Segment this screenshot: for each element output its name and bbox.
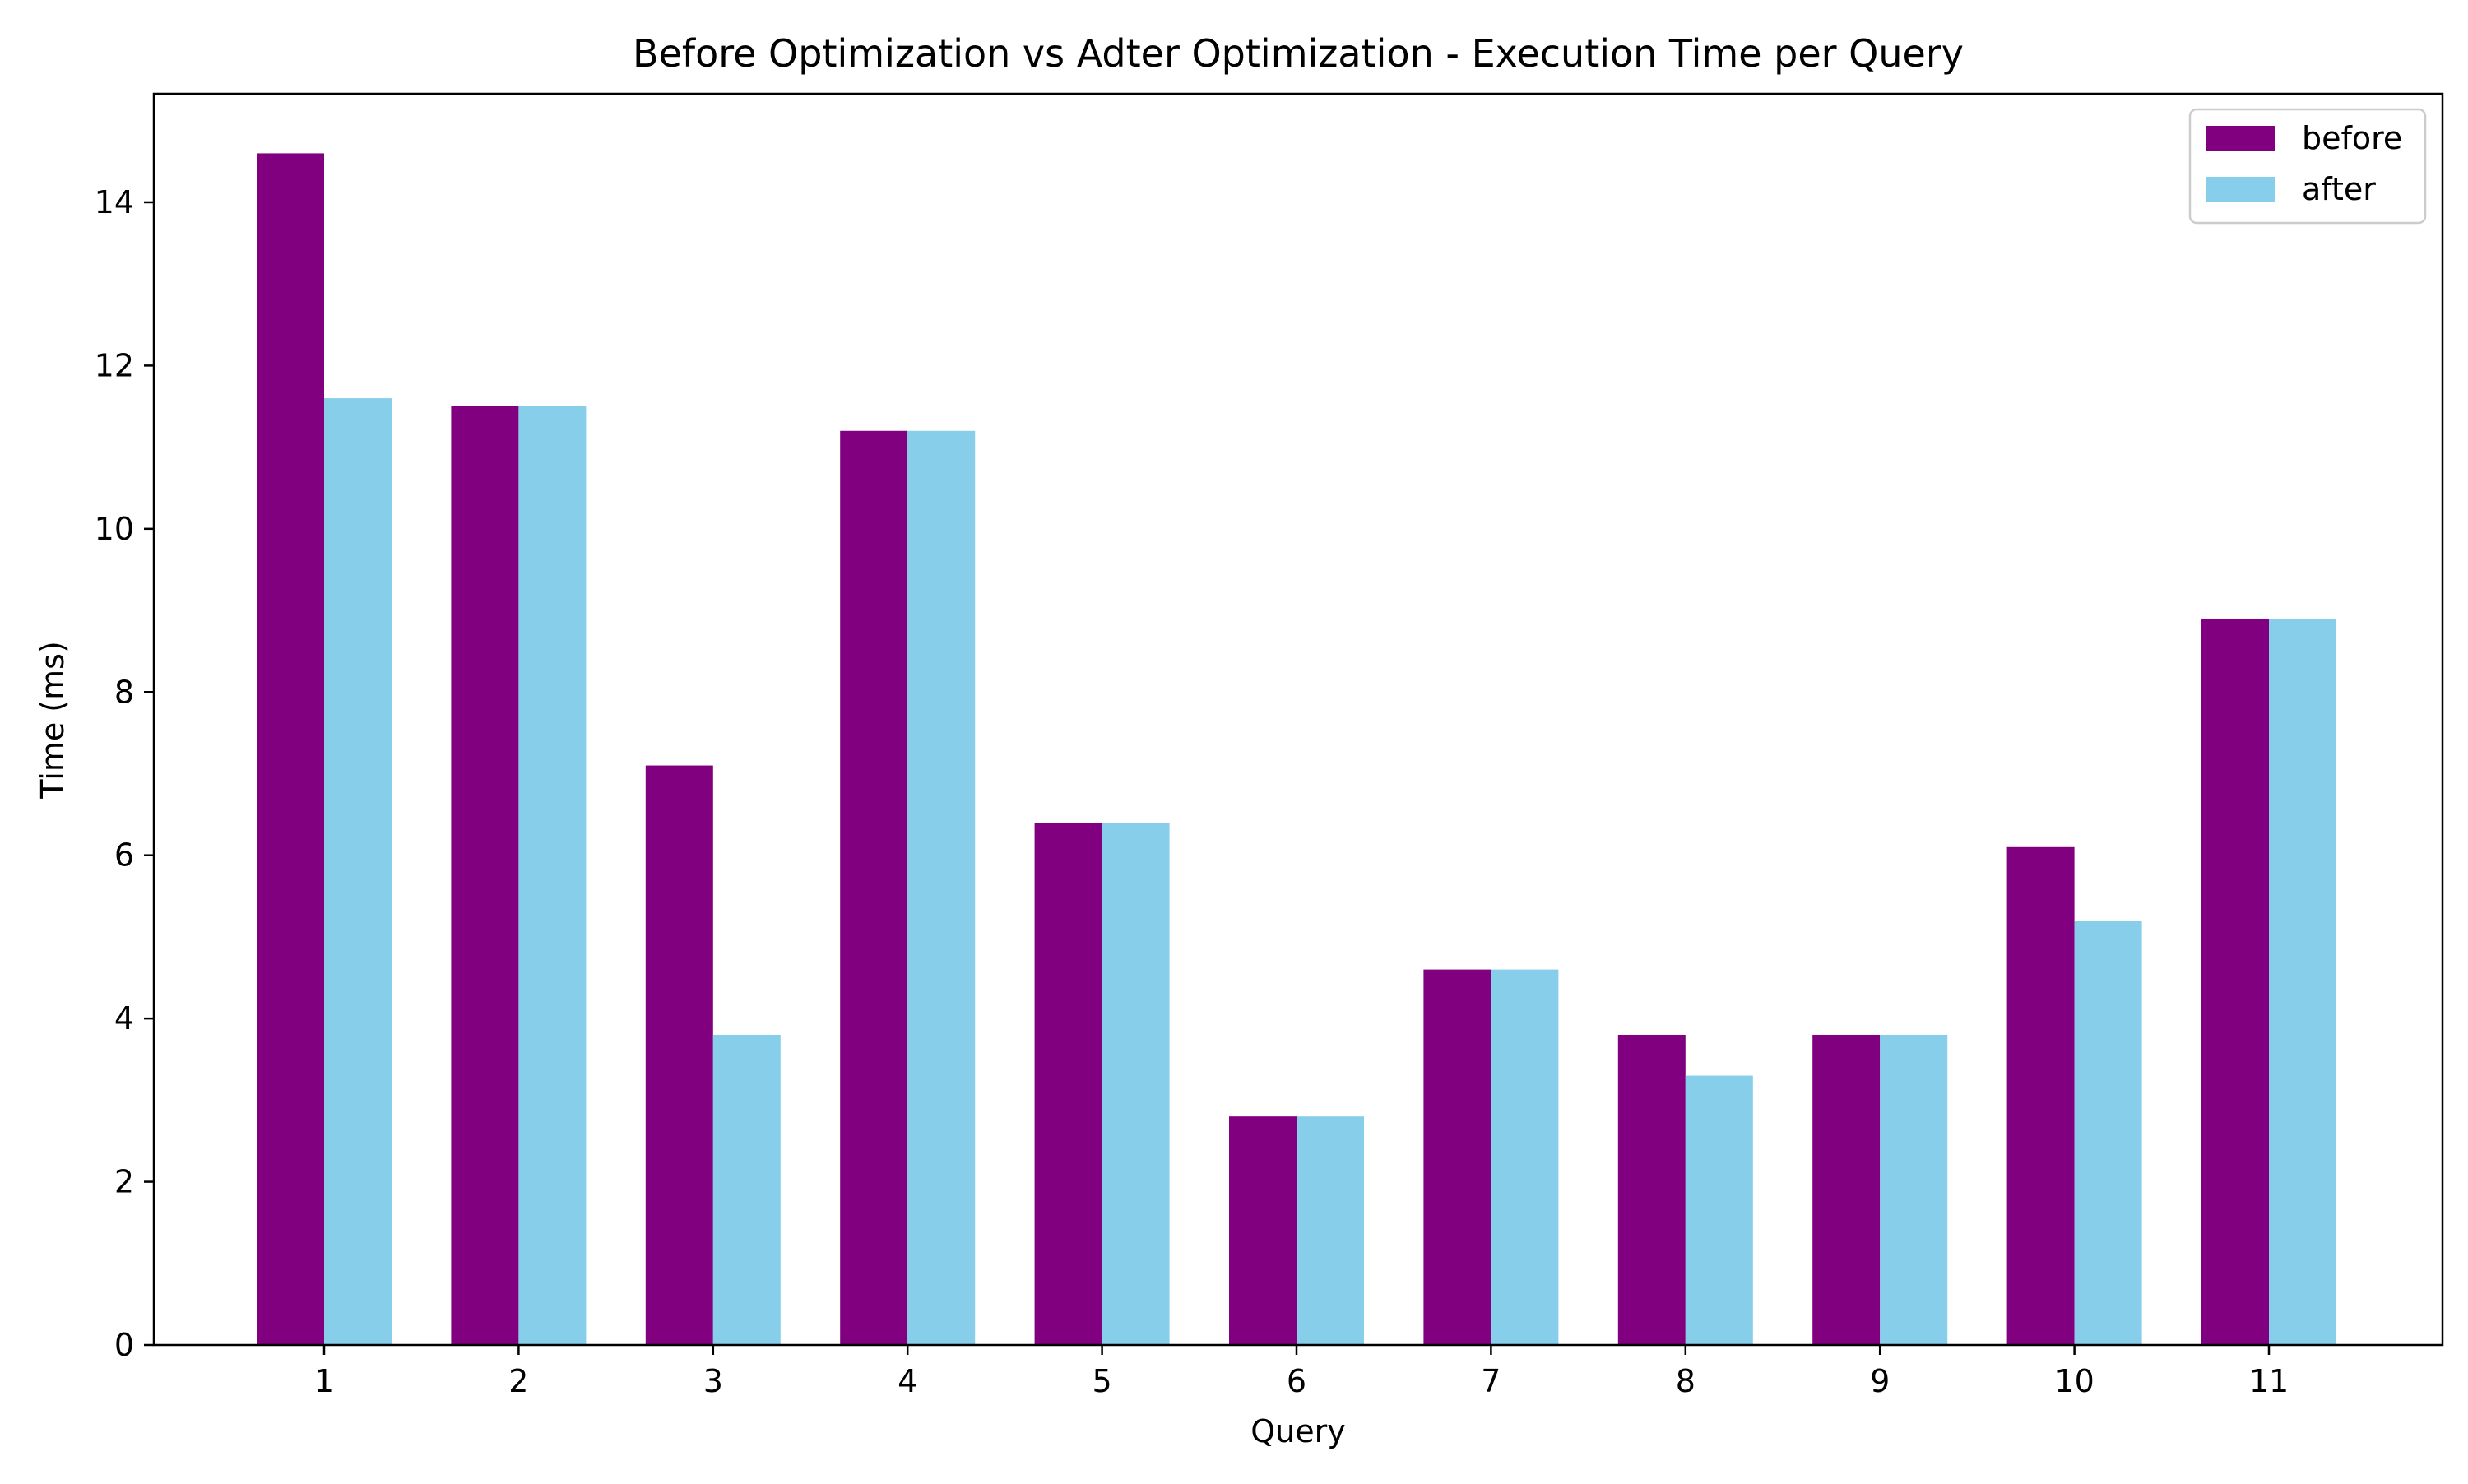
legend: before after <box>2188 108 2427 225</box>
legend-label-before: before <box>2302 120 2402 156</box>
chart-title: Before Optimization vs Adter Optimizatio… <box>633 31 1964 76</box>
y-tick-label: 8 <box>114 674 134 710</box>
y-tick-label: 2 <box>114 1164 134 1200</box>
y-tick-label: 14 <box>95 184 134 220</box>
bar-after-query-7 <box>1491 969 1559 1345</box>
x-tick-label: 5 <box>1093 1363 1112 1399</box>
bar-after-query-8 <box>1685 1075 1753 1345</box>
y-tick-label: 6 <box>114 837 134 874</box>
x-axis-label: Query <box>1250 1413 1345 1449</box>
y-tick-label: 4 <box>114 1000 134 1036</box>
bar-before-query-7 <box>1423 969 1491 1345</box>
bar-after-query-1 <box>324 398 392 1346</box>
bar-after-query-2 <box>518 406 587 1345</box>
plot-frame <box>152 92 2444 1347</box>
x-tick-label: 4 <box>898 1363 917 1399</box>
x-tick-label: 6 <box>1287 1363 1306 1399</box>
bar-after-query-11 <box>2269 618 2336 1345</box>
bar-before-query-5 <box>1034 823 1102 1345</box>
bars-layer <box>257 153 2336 1346</box>
bar-before-query-2 <box>451 406 519 1345</box>
bar-after-query-9 <box>1880 1034 1948 1345</box>
legend-label-after: after <box>2302 171 2376 207</box>
y-ticks-layer: 0 2 4 6 8 10 12 14 <box>95 184 154 1363</box>
bar-before-query-11 <box>2201 618 2269 1345</box>
x-tick-label: 10 <box>2054 1363 2094 1399</box>
x-tick-label: 9 <box>1870 1363 1890 1399</box>
y-tick-label: 12 <box>95 347 134 383</box>
y-tick-label: 10 <box>95 511 134 547</box>
x-tick-label: 8 <box>1676 1363 1696 1399</box>
bar-after-query-6 <box>1297 1116 1364 1345</box>
bar-after-query-10 <box>2074 921 2142 1345</box>
bar-before-query-6 <box>1229 1116 1297 1345</box>
bar-before-query-3 <box>645 765 713 1345</box>
bar-before-query-1 <box>257 153 324 1345</box>
x-tick-label: 11 <box>2249 1363 2289 1399</box>
bar-before-query-4 <box>840 430 908 1346</box>
y-axis-label: Time (ms) <box>35 641 71 800</box>
bar-before-query-9 <box>1812 1034 1881 1345</box>
legend-swatch-before <box>2206 126 2275 151</box>
x-ticks-layer: 1 2 3 4 5 6 7 8 9 10 11 <box>314 1345 2289 1399</box>
x-tick-label: 1 <box>314 1363 334 1399</box>
bar-before-query-10 <box>2006 846 2075 1345</box>
bar-after-query-4 <box>907 430 976 1346</box>
bar-before-query-8 <box>1617 1034 1686 1345</box>
legend-swatch-after <box>2206 177 2275 202</box>
x-tick-label: 3 <box>703 1363 723 1399</box>
bar-after-query-3 <box>712 1034 781 1345</box>
x-tick-label: 2 <box>508 1363 528 1399</box>
y-tick-label: 0 <box>114 1327 134 1363</box>
bar-after-query-5 <box>1102 823 1170 1345</box>
x-tick-label: 7 <box>1481 1363 1501 1399</box>
